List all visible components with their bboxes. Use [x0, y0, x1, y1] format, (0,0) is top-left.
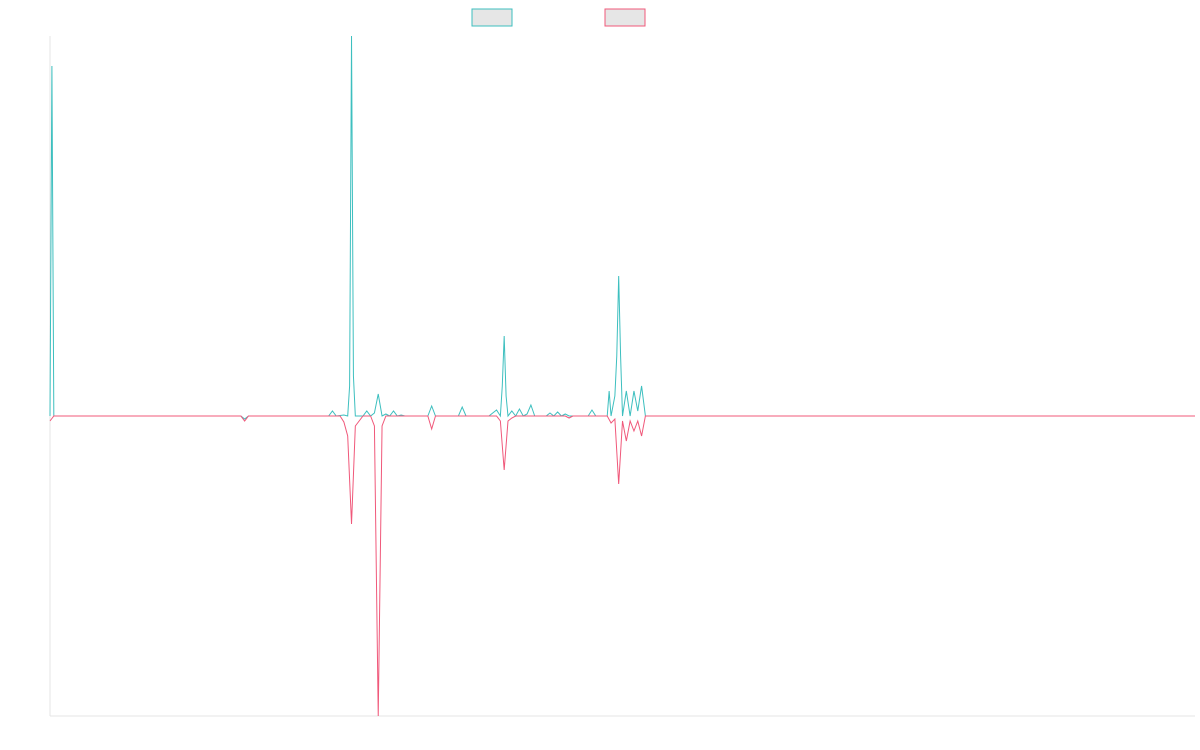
- series-a-line: [49, 35, 1195, 420]
- series-b-line: [49, 415, 1195, 717]
- legend-swatch-series-a[interactable]: [471, 8, 513, 27]
- legend-swatch-series-b[interactable]: [604, 8, 646, 27]
- plot-area: [49, 35, 1195, 717]
